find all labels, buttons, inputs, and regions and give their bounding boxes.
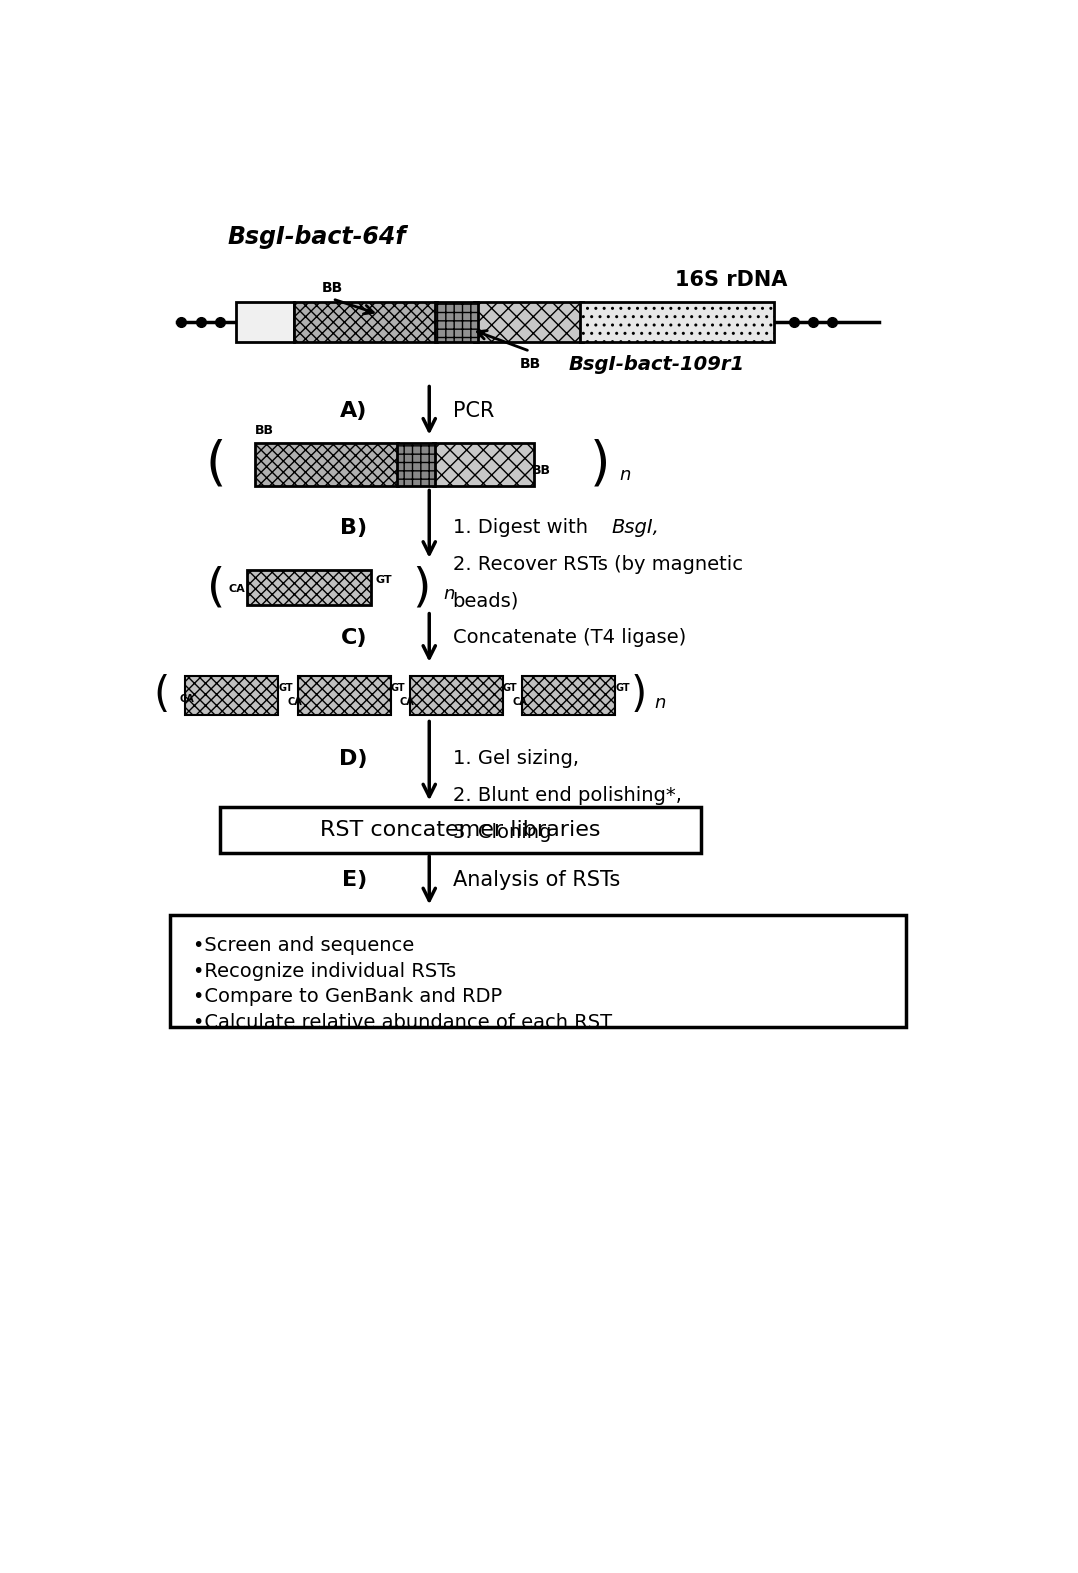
Text: GT: GT (278, 684, 293, 694)
Text: GT: GT (390, 684, 405, 694)
Text: CA: CA (512, 697, 527, 708)
Text: 2. Blunt end polishing*,: 2. Blunt end polishing*, (453, 786, 681, 805)
Bar (436, 302, 478, 341)
Text: CA: CA (180, 694, 194, 705)
Bar (298, 676, 390, 714)
Text: E): E) (342, 870, 368, 890)
Text: 1. Gel sizing,: 1. Gel sizing, (453, 749, 579, 768)
Text: n: n (619, 466, 631, 483)
Bar (254, 444, 398, 486)
Text: BB: BB (531, 464, 551, 477)
Text: 3. Cloning: 3. Cloning (453, 823, 551, 842)
Text: GT: GT (375, 574, 391, 585)
Bar (397, 444, 436, 486)
Text: C): C) (341, 628, 368, 648)
Bar (235, 302, 293, 341)
Bar (293, 302, 437, 341)
Bar (474, 302, 583, 341)
Text: BB: BB (520, 357, 541, 371)
Text: BsgI-bact-64f: BsgI-bact-64f (227, 225, 406, 249)
Text: (: ( (154, 675, 170, 716)
Text: ): ) (412, 565, 431, 610)
Text: 1. Digest with: 1. Digest with (453, 519, 594, 538)
Text: •Compare to GenBank and RDP: •Compare to GenBank and RDP (193, 988, 502, 1007)
Text: BsgI-bact-109r1: BsgI-bact-109r1 (569, 355, 745, 374)
Text: n: n (654, 694, 665, 713)
Bar (522, 676, 616, 714)
Bar (169, 915, 906, 1027)
Text: BB: BB (321, 282, 343, 296)
Text: Concatenate (T4 ligase): Concatenate (T4 ligase) (453, 628, 686, 647)
Text: 16S rDNA: 16S rDNA (675, 269, 788, 289)
Text: B): B) (341, 519, 368, 538)
Text: ): ) (631, 675, 647, 716)
Text: CA: CA (229, 584, 245, 595)
Text: D): D) (338, 749, 368, 769)
Text: n: n (443, 585, 455, 602)
Bar (220, 807, 701, 853)
Bar (433, 444, 534, 486)
Text: CA: CA (400, 697, 415, 708)
Bar (580, 302, 774, 341)
Text: (: ( (206, 439, 226, 491)
Text: BsgI,: BsgI, (611, 519, 660, 538)
Text: Analysis of RSTs: Analysis of RSTs (453, 870, 620, 890)
Bar (410, 676, 502, 714)
Text: A): A) (340, 401, 368, 420)
Text: GT: GT (502, 684, 517, 694)
Text: 2. Recover RSTs (by magnetic: 2. Recover RSTs (by magnetic (453, 555, 743, 574)
Text: •Recognize individual RSTs: •Recognize individual RSTs (193, 961, 456, 982)
Text: GT: GT (616, 684, 630, 694)
Text: (: ( (207, 565, 225, 610)
Text: PCR: PCR (453, 401, 494, 420)
Text: BB: BB (254, 425, 274, 437)
Bar (247, 571, 371, 606)
Text: CA: CA (288, 697, 302, 708)
Text: RST concatemer libraries: RST concatemer libraries (320, 820, 600, 840)
Text: ): ) (590, 439, 610, 491)
Text: •Calculate relative abundance of each RST: •Calculate relative abundance of each RS… (193, 1013, 612, 1032)
Text: beads): beads) (453, 591, 519, 610)
Bar (185, 676, 278, 714)
Text: •Screen and sequence: •Screen and sequence (193, 936, 414, 955)
